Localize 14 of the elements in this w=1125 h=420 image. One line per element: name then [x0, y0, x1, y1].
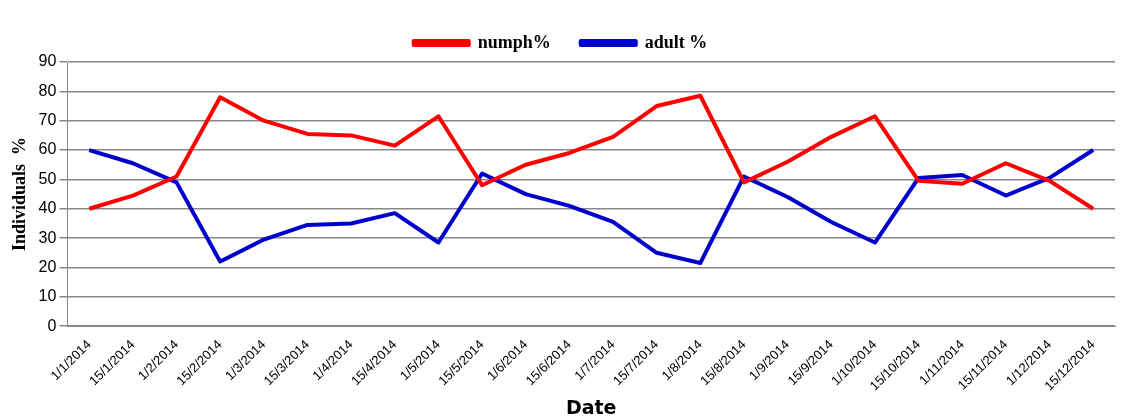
legend-label: numph% — [477, 31, 551, 52]
y-tick-label: 10 — [38, 287, 57, 305]
y-tick-label: 60 — [38, 140, 57, 158]
x-axis-title: Date — [565, 395, 617, 418]
y-tick-label: 70 — [38, 111, 57, 129]
y-tick-label: 50 — [38, 169, 57, 187]
y-axis-title: Individuals % — [9, 137, 30, 252]
y-tick-label: 80 — [38, 81, 57, 99]
y-tick-label: 40 — [38, 199, 57, 217]
y-tick-label: 20 — [38, 257, 57, 275]
y-tick-label: 0 — [47, 316, 57, 334]
legend-label: adult % — [644, 31, 708, 52]
y-tick-label: 90 — [38, 52, 57, 70]
y-tick-label: 30 — [38, 228, 57, 246]
